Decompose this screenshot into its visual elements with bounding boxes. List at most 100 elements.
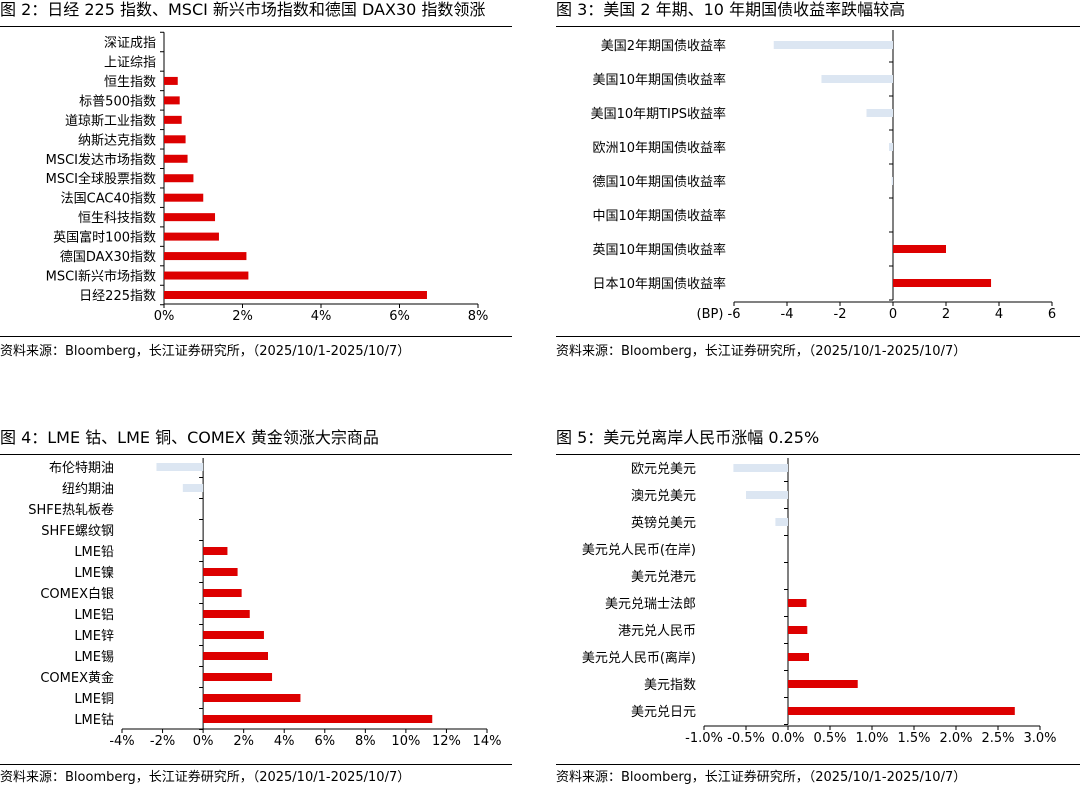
category-label: LME铝 <box>74 608 114 623</box>
bar <box>203 589 242 597</box>
tick-label: 1.0% <box>855 731 888 746</box>
chart-title: 图 4：LME 钴、LME 铜、COMEX 黄金领涨大宗商品 <box>0 428 379 447</box>
category-label: 欧元兑美元 <box>631 462 696 477</box>
category-label: 法国CAC40指数 <box>61 192 156 207</box>
bar-chart-svg: 美国2年期国债收益率美国10年期国债收益率美国10年期TIPS收益率欧洲10年期… <box>591 30 1056 322</box>
chart-title: 图 3：美国 2 年期、10 年期国债收益率跌幅较高 <box>556 0 906 19</box>
category-label: 日本10年期国债收益率 <box>592 276 726 292</box>
category-label: 上证综指 <box>104 55 156 70</box>
category-label: MSCI全球股票指数 <box>46 171 156 187</box>
bar <box>893 245 946 253</box>
tick-label: -6 <box>728 307 741 322</box>
bar <box>203 652 268 660</box>
tick-label: 2.5% <box>981 731 1014 746</box>
source-rule <box>556 336 1080 337</box>
tick-label: 8% <box>355 734 376 749</box>
category-label: LME铅 <box>74 545 114 560</box>
category-label: LME锡 <box>74 650 114 665</box>
category-label: COMEX白银 <box>40 586 114 602</box>
bar <box>164 76 178 85</box>
category-label: 深证成指 <box>104 36 156 51</box>
category-label: 纳斯达克指数 <box>78 133 156 148</box>
bar <box>164 115 182 124</box>
category-label: MSCI新兴市场指数 <box>46 269 156 285</box>
category-label: 纽约期油 <box>62 482 114 497</box>
category-label: LME镍 <box>74 566 114 581</box>
source-note: 资料来源：Bloomberg，长江证券研究所，（2025/10/1-2025/1… <box>556 344 967 359</box>
bar <box>164 252 247 261</box>
category-label: 澳元兑美元 <box>631 488 696 504</box>
source-note: 资料来源：Bloomberg，长江证券研究所，（2025/10/1-2025/1… <box>556 770 967 785</box>
tick-label: 2 <box>942 307 950 322</box>
category-label: 布伦特期油 <box>49 461 114 476</box>
category-label: 恒生指数 <box>104 75 156 90</box>
bar <box>203 547 228 555</box>
bar <box>733 464 788 472</box>
bar <box>788 707 1015 715</box>
tick-label: 14% <box>473 734 502 749</box>
bar <box>164 213 216 222</box>
category-label: 美元兑日元 <box>631 705 696 720</box>
category-label: 美元兑人民币(离岸) <box>582 650 696 666</box>
tick-label: 6% <box>389 309 410 324</box>
category-label: 英国10年期国债收益率 <box>592 242 726 258</box>
bar <box>788 680 858 688</box>
category-label: SHFE热轧板卷 <box>28 502 114 518</box>
category-label: 美国10年期国债收益率 <box>592 72 726 88</box>
chart-panel-bond-yields: 图 3：美国 2 年期、10 年期国债收益率跌幅较高 美国2年期国债收益率美国1… <box>556 0 1080 372</box>
tick-label: 2% <box>233 734 254 749</box>
title-rule <box>0 454 512 455</box>
bar <box>164 271 249 280</box>
tick-label: -4% <box>109 734 134 749</box>
category-label: 美元兑瑞士法郎 <box>605 597 696 612</box>
chart-panel-commodities: 图 4：LME 钴、LME 铜、COMEX 黄金领涨大宗商品 布伦特期油纽约期油… <box>0 428 512 790</box>
axis-unit-label: (BP) <box>697 307 724 322</box>
tick-label: -2% <box>150 734 175 749</box>
chart-panel-nikkei: 图 2：日经 225 指数、MSCI 新兴市场指数和德国 DAX30 指数领涨 … <box>0 0 512 372</box>
chart-panel-fx: 图 5：美元兑离岸人民币涨幅 0.25% 欧元兑美元 澳元兑美元 英镑兑美元 美元兑人… <box>556 428 1080 790</box>
tick-label: 4% <box>311 309 332 324</box>
category-label: 道琼斯工业指数 <box>65 114 156 129</box>
tick-label: 12% <box>432 734 461 749</box>
source-note: 资料来源：Bloomberg，长江证券研究所，（2025/10/1-2025/1… <box>0 770 411 785</box>
bar <box>821 75 893 83</box>
chart-title: 图 2：日经 225 指数、MSCI 新兴市场指数和德国 DAX30 指数领涨 <box>0 0 486 19</box>
tick-label: 2% <box>232 309 253 324</box>
category-label: COMEX黄金 <box>40 670 114 686</box>
bar <box>203 568 238 576</box>
bar <box>893 279 992 287</box>
category-label: SHFE螺纹钢 <box>41 524 114 539</box>
category-label: 英镑兑美元 <box>631 515 696 531</box>
source-rule <box>556 764 1080 765</box>
category-label: 德国DAX30指数 <box>60 250 156 265</box>
bar <box>164 135 186 144</box>
bar <box>203 694 301 702</box>
title-rule <box>0 26 512 27</box>
category-label: LME铜 <box>74 692 114 707</box>
tick-label: 2.0% <box>939 731 972 746</box>
bar <box>203 631 264 639</box>
source-rule <box>0 336 512 337</box>
category-label: 美元指数 <box>644 678 696 693</box>
tick-label: 4 <box>995 307 1003 322</box>
bar <box>775 518 788 526</box>
bar <box>164 291 427 299</box>
category-label: 美元兑人民币(在岸) <box>582 543 696 558</box>
bar <box>203 715 433 723</box>
category-label: 美国10年期TIPS收益率 <box>591 106 726 122</box>
bar <box>891 177 893 185</box>
title-rule <box>556 454 1080 455</box>
tick-label: -2 <box>834 307 847 322</box>
category-label: 欧洲10年期国债收益率 <box>592 140 726 156</box>
bar <box>788 653 809 661</box>
bar <box>889 143 893 151</box>
bar <box>203 610 250 618</box>
bar <box>164 174 194 183</box>
tick-label: 6% <box>314 734 335 749</box>
category-label: LME锌 <box>74 629 114 644</box>
category-label: 美国2年期国债收益率 <box>601 38 726 54</box>
bar <box>164 232 219 241</box>
bar <box>788 599 807 607</box>
bar <box>203 673 273 681</box>
